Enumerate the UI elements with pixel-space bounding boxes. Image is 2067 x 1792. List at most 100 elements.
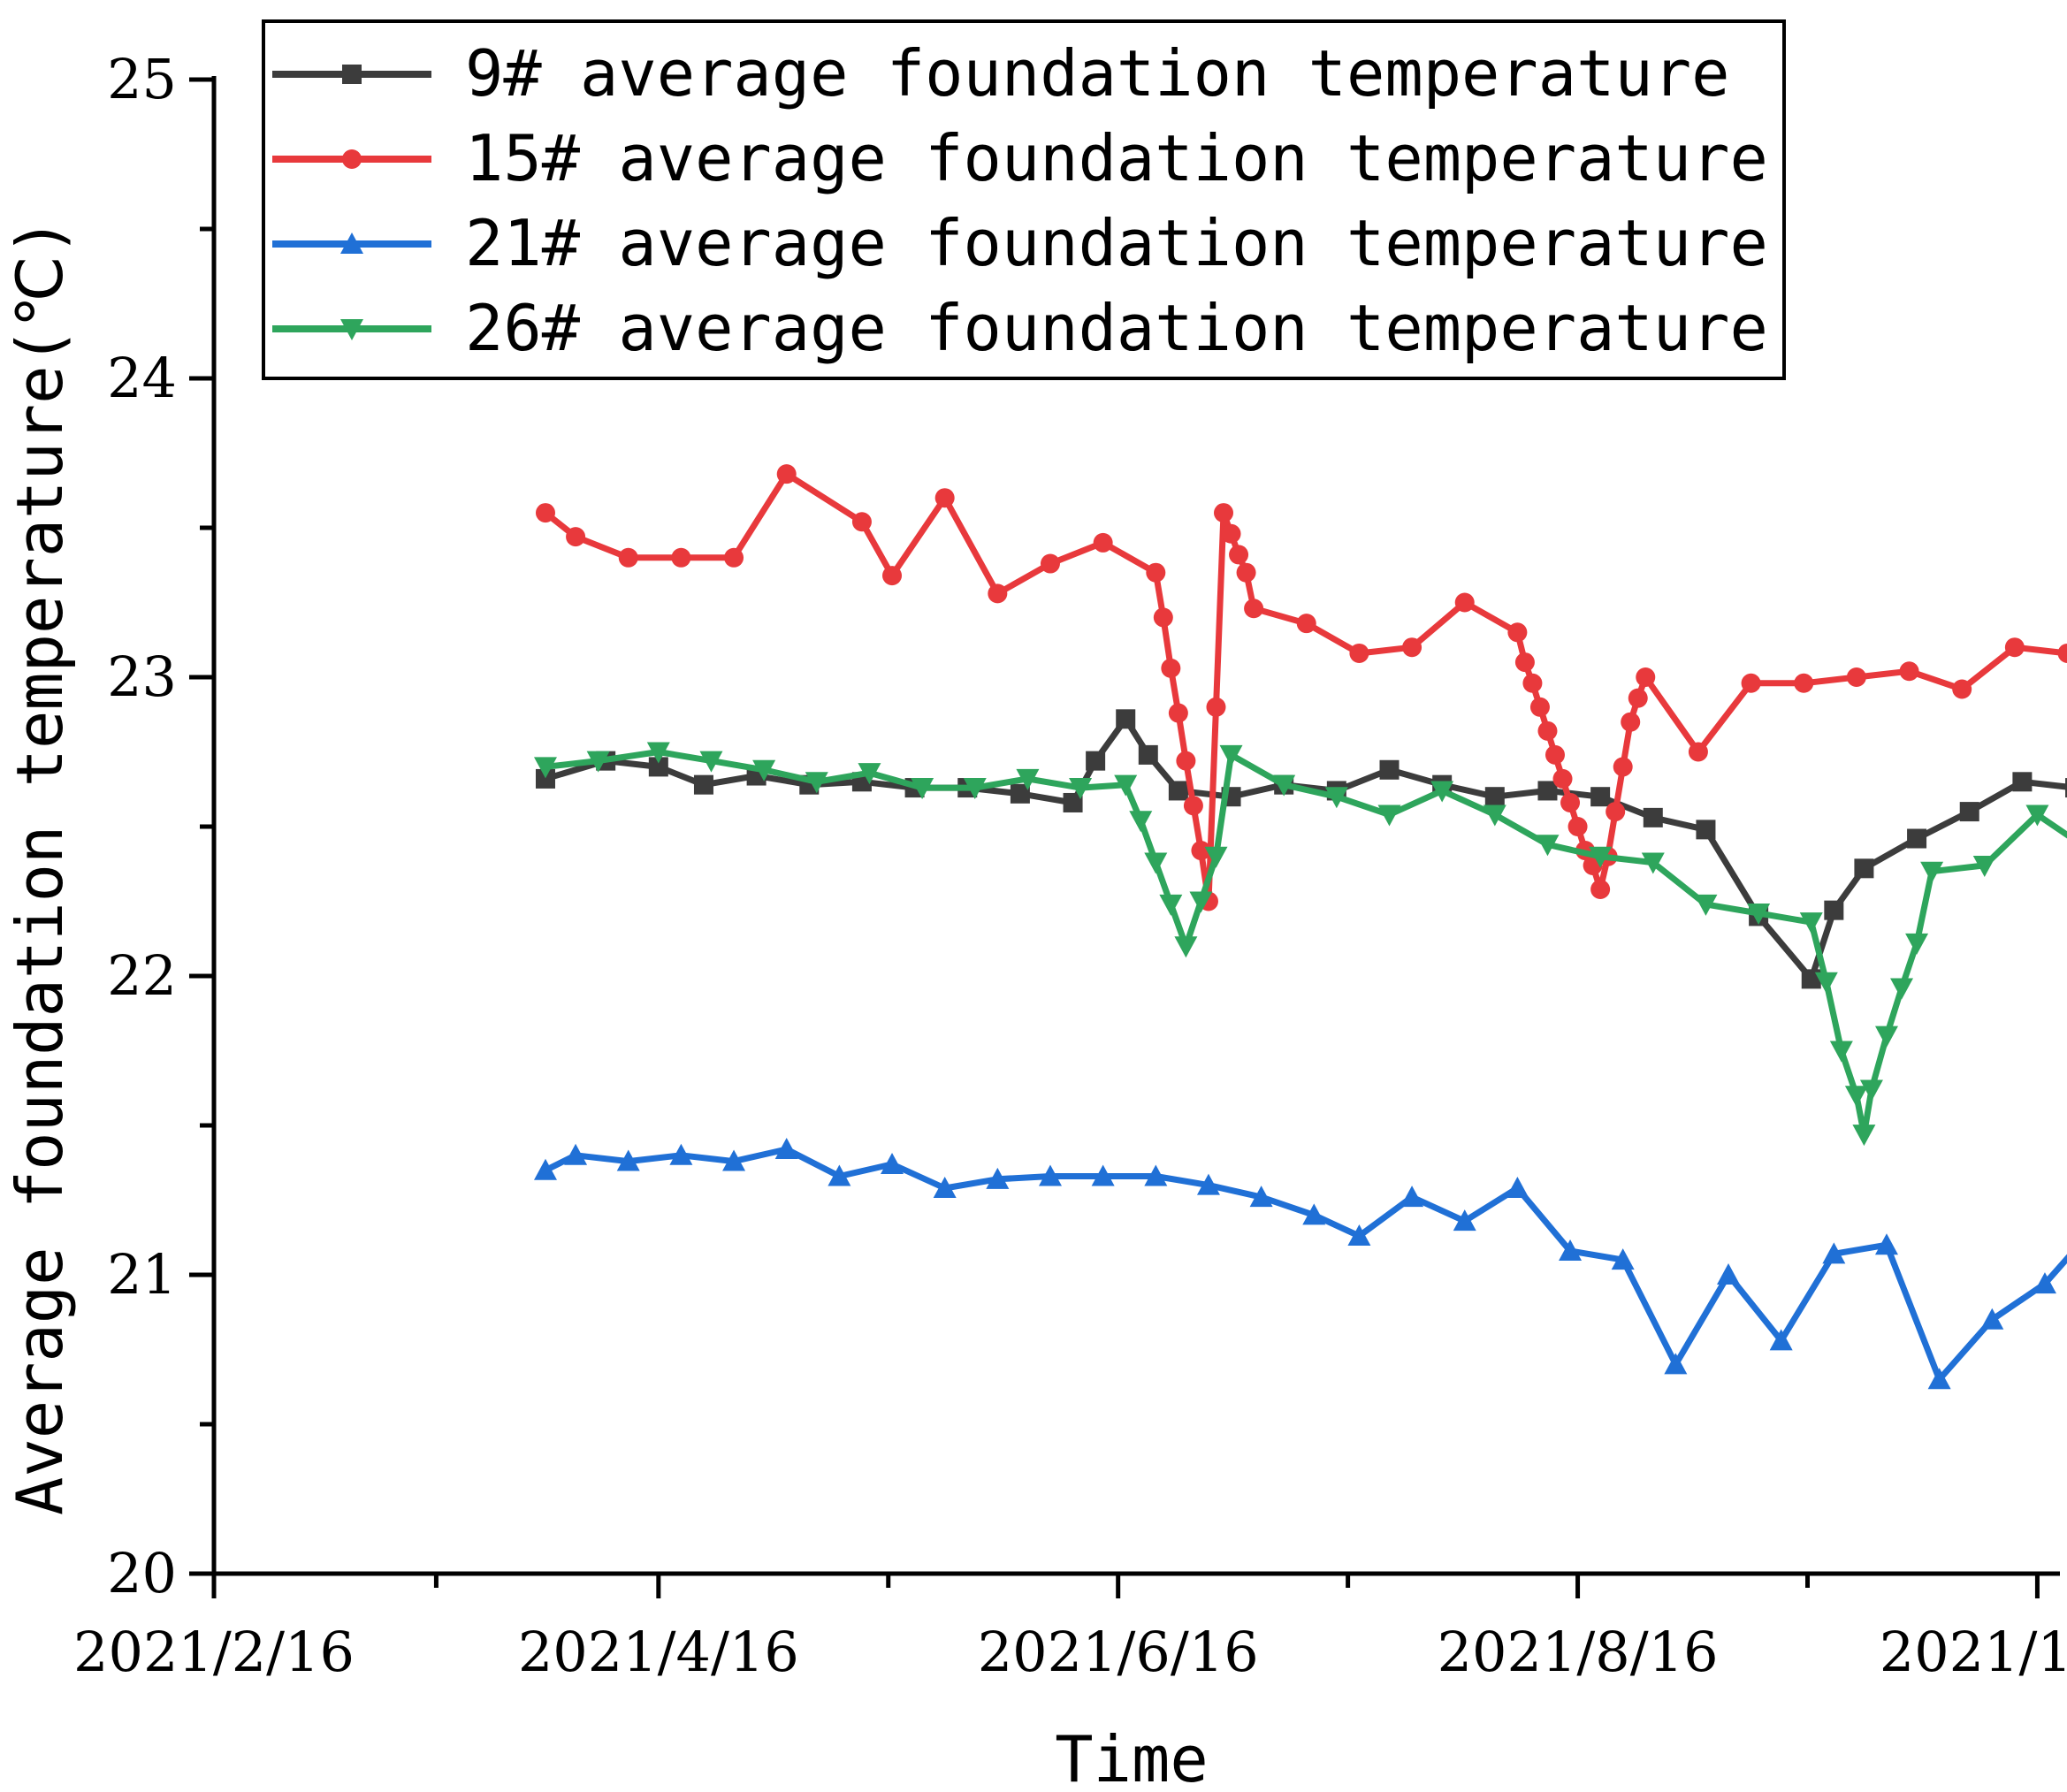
data-point [1183,796,1203,816]
data-point [1453,1209,1476,1232]
data-point [1852,1125,1876,1147]
data-point [774,1138,798,1160]
data-point [1196,1173,1220,1195]
data-point [986,1167,1010,1189]
data-point [1206,697,1226,717]
legend-item: 9# average foundation temperature [272,36,1729,111]
data-point [1890,978,1914,1000]
data-point [1799,912,1823,934]
data-point [1641,852,1665,874]
data-point [1846,667,1866,687]
data-point [1010,783,1030,804]
data-point [1379,759,1400,780]
legend-label: 15# average foundation temperature [465,121,1768,195]
data-point [1016,768,1040,790]
data-point [1628,688,1648,708]
legend: 9# average foundation temperature 15# ave… [262,19,1786,380]
data-point [933,1176,957,1198]
data-point [1454,592,1475,613]
data-point [2033,1272,2056,1294]
data-point [1643,807,1663,827]
data-point [1229,545,1249,565]
data-point [1040,553,1060,574]
legend-label: 9# average foundation temperature [465,36,1729,111]
x-tick-label: 2021/8/16 [1438,1620,1719,1684]
axes: 20 21 22 23 24 25 2021/2/16 2021/4/16 2021/6/16 2… [73,47,2067,1684]
data-point [1747,904,1771,926]
data-point [1529,697,1550,717]
data-point [1116,709,1136,729]
data-point [648,757,668,777]
data-point [828,1164,851,1186]
data-point [1063,792,1083,812]
series-1 [535,464,2067,911]
data-point [1144,852,1168,874]
data-point [1859,1079,1883,1102]
data-point [1801,969,1821,989]
data-point [1972,855,1996,877]
data-point [1522,673,1543,693]
data-point [1349,643,1369,663]
data-point [1905,933,1929,955]
data-point [646,742,670,764]
legend-swatch-marker [340,233,363,254]
data-point [699,751,723,773]
y-axis-title: Average foundation temperature(℃) [3,217,77,1515]
data-point [911,778,934,800]
data-point [1694,894,1718,916]
data-point [1769,1329,1793,1351]
data-point [1168,703,1188,723]
data-point [1959,802,1979,822]
data-point [1114,774,1138,797]
data-point [1514,652,1535,673]
data-point [1347,1224,1371,1247]
data-point [1794,673,1814,693]
x-axis-title: Time [1055,1722,1208,1792]
data-point [963,778,987,800]
data-point [1483,804,1506,827]
data-point [776,464,797,484]
data-point [1146,562,1166,583]
data-point [1176,751,1196,771]
data-point [1844,1086,1868,1108]
data-point [1590,879,1611,899]
legend-swatch-marker [340,319,363,340]
legend-item: 26# average foundation temperature [272,291,1768,365]
data-point [752,759,776,782]
y-tick-label: 24 [107,346,177,410]
data-point [805,772,828,794]
data-point [1829,1041,1853,1063]
data-point [1204,846,1228,868]
data-point [533,1158,557,1180]
data-point [1552,768,1573,789]
data-point [2065,778,2067,798]
data-point [1822,1242,1846,1264]
data-point [1129,811,1153,833]
data-point [1560,792,1581,812]
data-point [1219,744,1243,766]
series-line [543,470,2067,904]
series-2 [533,1138,2067,1390]
data-point [535,768,555,789]
data-point [1899,661,1919,682]
data-point [1484,787,1505,807]
data-point [535,503,555,523]
data-point [1144,1164,1168,1186]
data-point [586,751,610,773]
data-point [2012,772,2033,792]
data-point [1814,972,1838,994]
data-point [1545,744,1565,765]
data-point [1537,781,1558,801]
series-3 [533,742,2067,1147]
y-tick-label: 25 [107,47,177,111]
data-point [1221,523,1241,544]
data-point [669,1143,693,1165]
data-point [1590,787,1611,807]
data-point [1189,891,1213,913]
data-point [1741,673,1761,693]
data-point [533,757,557,779]
data-point [1613,757,1633,777]
data-point [1159,894,1183,916]
data-point [1854,858,1874,879]
data-point [1688,742,1708,762]
